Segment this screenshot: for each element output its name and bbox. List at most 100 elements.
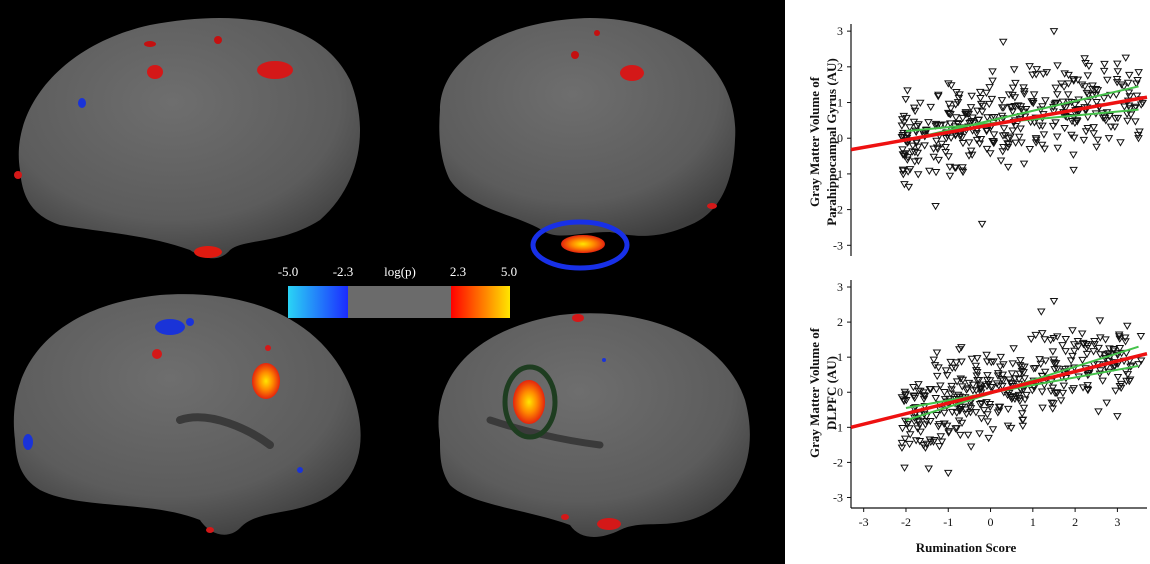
data-point [1068,352,1077,361]
data-point [1003,391,1012,400]
data-point [933,93,943,101]
data-point [984,434,993,443]
data-point [915,438,925,446]
data-point [1099,95,1109,103]
data-point [1112,76,1122,84]
data-point [1020,90,1029,98]
data-point [1117,81,1126,89]
data-point [910,158,920,166]
data-point [919,392,929,400]
data-point [972,372,982,380]
data-point [952,359,961,367]
data-point [1094,408,1103,416]
data-point [947,408,957,417]
data-point [1004,91,1014,99]
data-point [1051,100,1060,108]
data-point [993,370,1003,378]
data-point [1131,103,1141,112]
data-point [997,97,1007,105]
data-point [901,96,911,104]
data-point [1130,104,1139,113]
data-point [1067,131,1076,140]
x-tick-label: 1 [1030,515,1036,529]
data-point [1081,128,1091,136]
data-point [1078,384,1088,392]
data-point [968,381,978,389]
data-point [1003,422,1013,430]
data-point [966,119,975,127]
data-point [957,358,966,366]
data-point [1004,135,1013,143]
data-point [929,153,939,162]
y-axis-label-line-1: Gray Matter Volume of [807,327,822,458]
data-point [947,82,956,90]
data-point [976,95,985,103]
data-point [1058,389,1068,398]
data-point [999,125,1009,133]
data-point [982,89,991,97]
data-point [1048,122,1058,131]
data-point [1009,66,1019,74]
y-tick-label: -3 [833,490,843,504]
data-point [957,344,966,352]
colorbar-label-min: -5.0 [278,264,299,279]
data-point [1000,132,1010,140]
brain-top-right [439,18,736,271]
x-tick-label: 0 [988,515,994,529]
y-tick-label: -1 [833,167,843,181]
data-point [947,382,956,391]
data-point [1090,341,1099,349]
data-point [926,438,936,447]
data-point [999,361,1008,369]
data-point [1007,380,1017,388]
data-point [954,417,964,425]
data-point [901,392,910,400]
data-point [1080,55,1089,63]
data-point [967,92,976,101]
data-point [982,399,991,407]
data-point [1123,79,1133,88]
data-point [929,145,938,153]
data-point [1092,98,1101,107]
data-point [995,363,1005,371]
data-point [1115,344,1125,353]
data-point [1003,405,1013,414]
data-point [1006,103,1015,111]
scatter-plot-dlpfc: Gray Matter Volume of DLPFC (AU) Ruminat… [807,280,1148,555]
y-tick-label: 0 [837,385,843,399]
data-point [1008,108,1017,116]
data-point [1114,331,1124,339]
data-point [1101,117,1111,125]
data-point [1003,143,1013,152]
data-point [1070,119,1080,128]
data-point [909,383,918,392]
data-point [931,394,941,403]
confidence-line [905,364,1139,410]
y-tick-label: 1 [837,96,843,110]
data-point [963,110,972,118]
data-point [909,392,919,400]
data-point [924,465,933,473]
data-point [1134,135,1143,143]
data-point [930,362,940,370]
data-point [1113,114,1123,123]
data-point [1069,77,1079,85]
data-point [952,425,962,433]
data-point [1057,80,1066,88]
data-point [1019,84,1028,92]
data-point [905,124,915,132]
data-point [934,156,943,165]
data-point [1113,374,1123,382]
data-point [942,372,952,380]
data-point [932,349,942,357]
data-point [904,183,914,192]
data-point [998,371,1008,379]
data-point [1007,104,1017,112]
data-point [1124,89,1134,97]
data-point [1056,397,1066,405]
data-point [1068,327,1077,335]
data-point [1104,135,1114,143]
data-point [985,403,995,412]
data-point [913,425,923,433]
data-point [1103,76,1112,85]
